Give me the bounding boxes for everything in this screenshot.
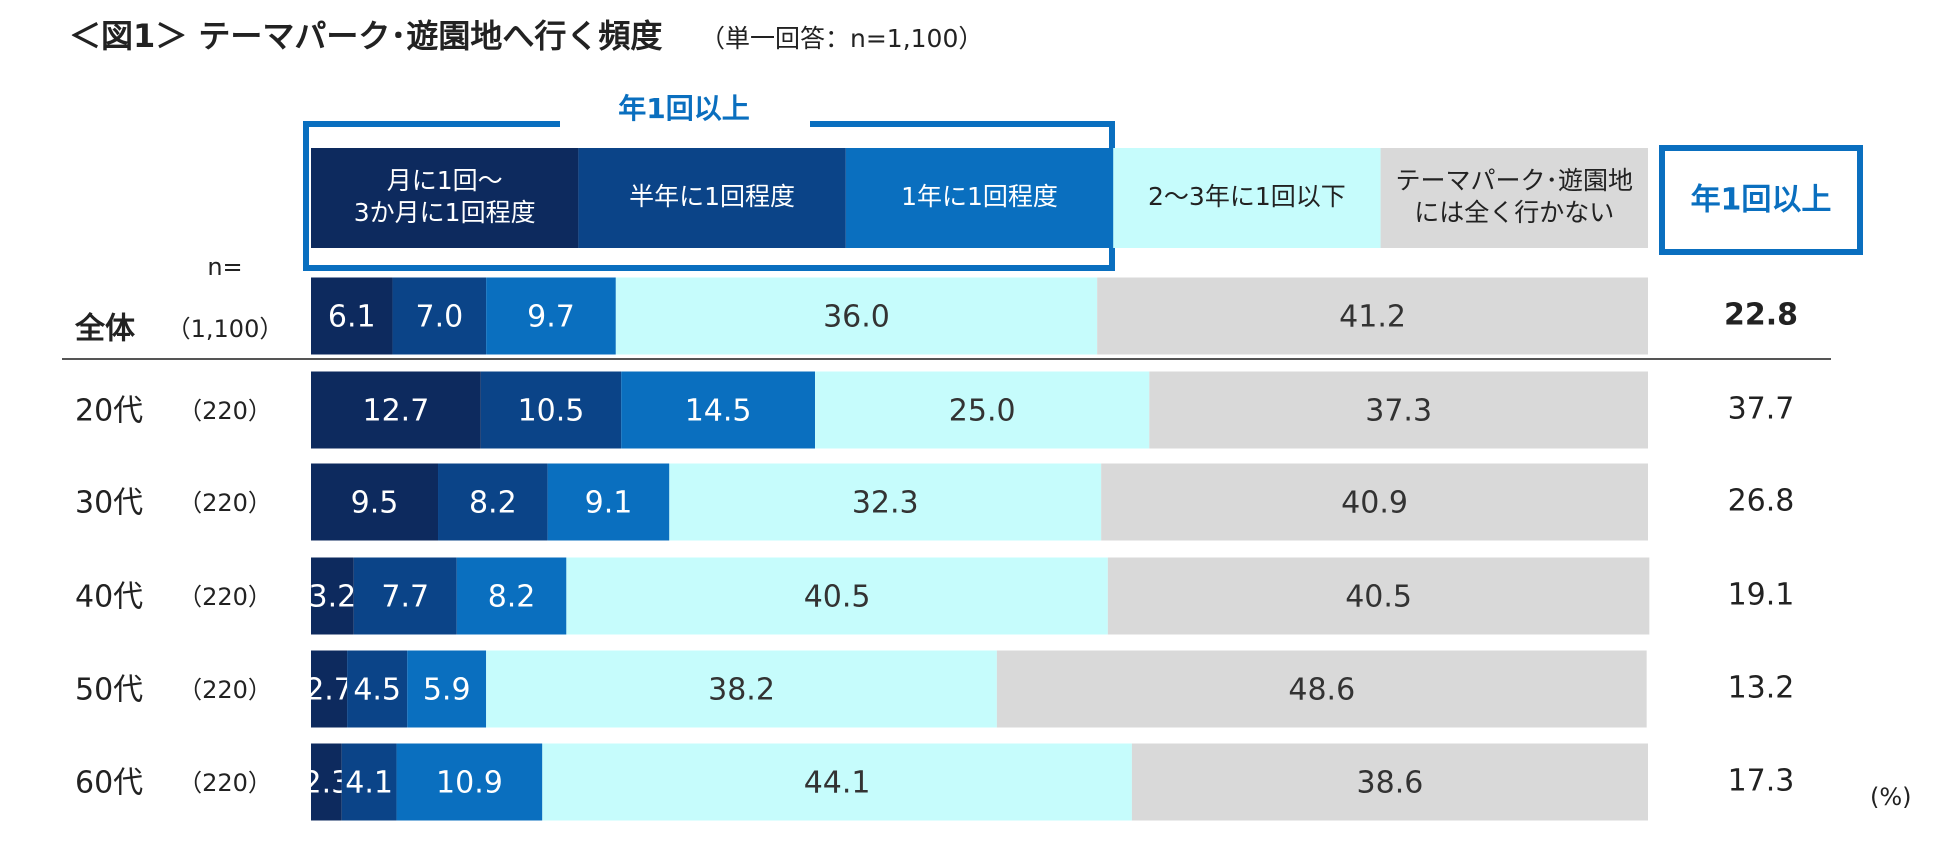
group-label: 年1回以上 [618,92,749,125]
data-label: 37.3 [1365,394,1432,429]
bar-segment [438,463,548,541]
legend-label: 2～3年に1回以下 [1148,182,1346,211]
bar-segment [392,277,487,355]
legend-swatch [311,148,579,248]
bar-segment [996,650,1647,728]
bar-segment [407,650,487,728]
legend-swatch [845,148,1114,248]
total-header: 年1回以上 [1691,183,1832,218]
bar-segment [547,463,670,541]
data-label: 38.6 [1357,766,1424,801]
data-label: 48.6 [1288,673,1355,708]
chart-title: ＜図1＞ テーマパーク･遊園地へ行く頻度 [69,17,662,55]
bar-segment [311,277,393,355]
unit-label: (%) [1870,783,1912,811]
category-label: 30代 [75,486,143,521]
bar-segment [311,371,481,449]
data-label: 5.9 [423,673,471,708]
data-label: 40.5 [1345,580,1412,615]
total-label: 19.1 [1728,578,1795,613]
bar-segment [669,463,1102,541]
bar-segment [480,371,622,449]
bar-segment [486,277,616,355]
legend-swatch [1380,148,1648,248]
group-bracket [303,121,1115,271]
data-label: 4.1 [345,766,393,801]
data-label: 40.5 [804,580,871,615]
bar-segment [615,277,1098,355]
bar-segment [1107,557,1650,635]
data-label: 40.9 [1341,486,1408,521]
total-label: 22.8 [1724,298,1798,333]
data-label: 10.9 [436,766,503,801]
category-label: 50代 [75,673,143,708]
n-label: （220） [178,397,272,425]
data-label: 10.5 [518,394,585,429]
n-header: n= [207,253,242,281]
bar-segment [621,371,816,449]
total-label: 17.3 [1728,764,1795,799]
bar-segment [353,557,457,635]
data-label: 41.2 [1339,300,1406,335]
bar-segment [311,650,348,728]
bar-segment [1101,463,1648,541]
data-label: 32.3 [852,486,919,521]
data-label: 4.5 [353,673,401,708]
bar-segment [341,743,397,821]
data-label: 44.1 [804,766,871,801]
n-label: （220） [178,769,272,797]
total-label: 37.7 [1728,392,1795,427]
n-label: （1,100） [167,315,284,343]
bar-segment [456,557,567,635]
category-label: 全体 [74,312,136,347]
legend-label: テーマパーク･遊園地には全く行かない [1396,166,1634,227]
n-label: （220） [178,489,272,517]
category-label: 40代 [75,580,143,615]
data-label: 25.0 [949,394,1016,429]
category-label: 60代 [75,766,143,801]
data-label: 36.0 [823,300,890,335]
bar-segment [815,371,1150,449]
bar-segment [566,557,1108,635]
bar-segment [396,743,543,821]
bar-segment [1097,277,1648,355]
data-label: 8.2 [469,486,517,521]
bar-segment [347,650,408,728]
data-label: 6.1 [328,300,376,335]
n-label: （220） [178,583,272,611]
data-label: 9.5 [351,486,399,521]
legend-label: 1年に1回程度 [901,182,1058,211]
data-label: 8.2 [488,580,536,615]
data-label: 38.2 [708,673,775,708]
bar-segment [311,463,439,541]
chart-subtitle: （単一回答：n=1,100） [700,24,983,53]
legend-label: 月に1回～ 3か月に1回程度 [354,166,536,227]
total-label: 26.8 [1728,484,1795,519]
data-label: 14.5 [685,394,752,429]
data-label: 9.1 [585,486,633,521]
data-label: 3.2 [309,580,357,615]
bar-segment [1131,743,1648,821]
bar-segment [311,743,342,821]
bar-segment [542,743,1132,821]
data-label: 12.7 [363,394,430,429]
data-label: 7.0 [415,300,463,335]
n-label: （220） [178,676,272,704]
bar-segment [486,650,997,728]
legend-swatch [1113,148,1381,248]
data-label: 9.7 [527,300,575,335]
legend-label: 半年に1回程度 [629,182,795,211]
category-label: 20代 [75,394,143,429]
total-header-box [1659,145,1863,255]
bar-segment [1149,371,1648,449]
bar-segment [311,557,354,635]
legend-swatch [578,148,846,248]
data-label: 2.7 [305,673,353,708]
data-label: 7.7 [381,580,429,615]
total-label: 13.2 [1728,671,1795,706]
